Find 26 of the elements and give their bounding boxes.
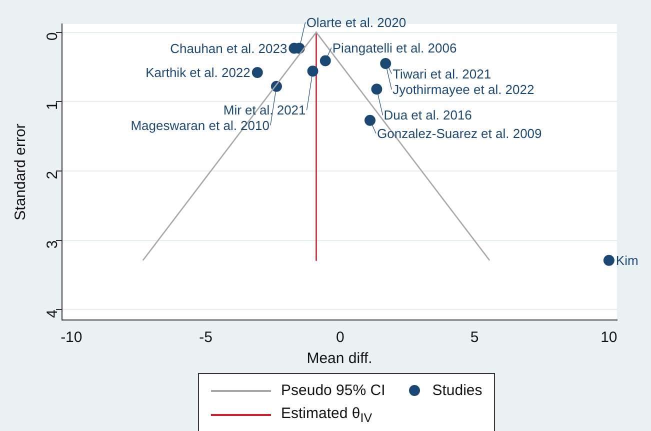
y-tick-label: 4 bbox=[44, 310, 62, 318]
x-tick-label: 10 bbox=[600, 329, 618, 346]
annotation: Mir et al. 2021 bbox=[223, 102, 306, 118]
annotation: Karthik et al. 2022 bbox=[146, 65, 250, 80]
annotation: Piangatelli et al. 2006 bbox=[332, 40, 457, 56]
x-axis-title: Mean diff. bbox=[306, 350, 372, 368]
legend-label: Pseudo 95% CI bbox=[281, 382, 386, 399]
y-tick-label: 2 bbox=[44, 170, 62, 180]
annotation: Jyothirmayee et al. 2022 bbox=[392, 82, 534, 98]
y-tick-label: 0 bbox=[44, 32, 62, 41]
legend-label: Studies bbox=[432, 382, 482, 399]
annotation: Gonzalez-Suarez et al. 2009 bbox=[377, 126, 542, 141]
x-tick-label: 0 bbox=[336, 329, 344, 346]
x-tick-label: -5 bbox=[199, 329, 212, 346]
y-tick-label: 1 bbox=[44, 102, 62, 110]
annotation: Olarte et al. 2020 bbox=[306, 14, 406, 30]
y-tick-label: 3 bbox=[44, 240, 62, 249]
annotation: Kim bbox=[616, 252, 638, 268]
annotation: Chauhan et al. 2023 bbox=[170, 40, 288, 56]
annotation: Dua et al. 2016 bbox=[384, 108, 472, 123]
y-axis-title: Standard error bbox=[12, 124, 30, 220]
annotation: Tiwari et al. 2021 bbox=[392, 66, 492, 82]
annotation: Mageswaran et al. 2010 bbox=[130, 118, 270, 133]
x-tick-label: -10 bbox=[60, 329, 82, 346]
x-tick-label: 5 bbox=[470, 329, 479, 346]
legend-label: Estimated θ$_{IV}$ bbox=[281, 405, 372, 425]
